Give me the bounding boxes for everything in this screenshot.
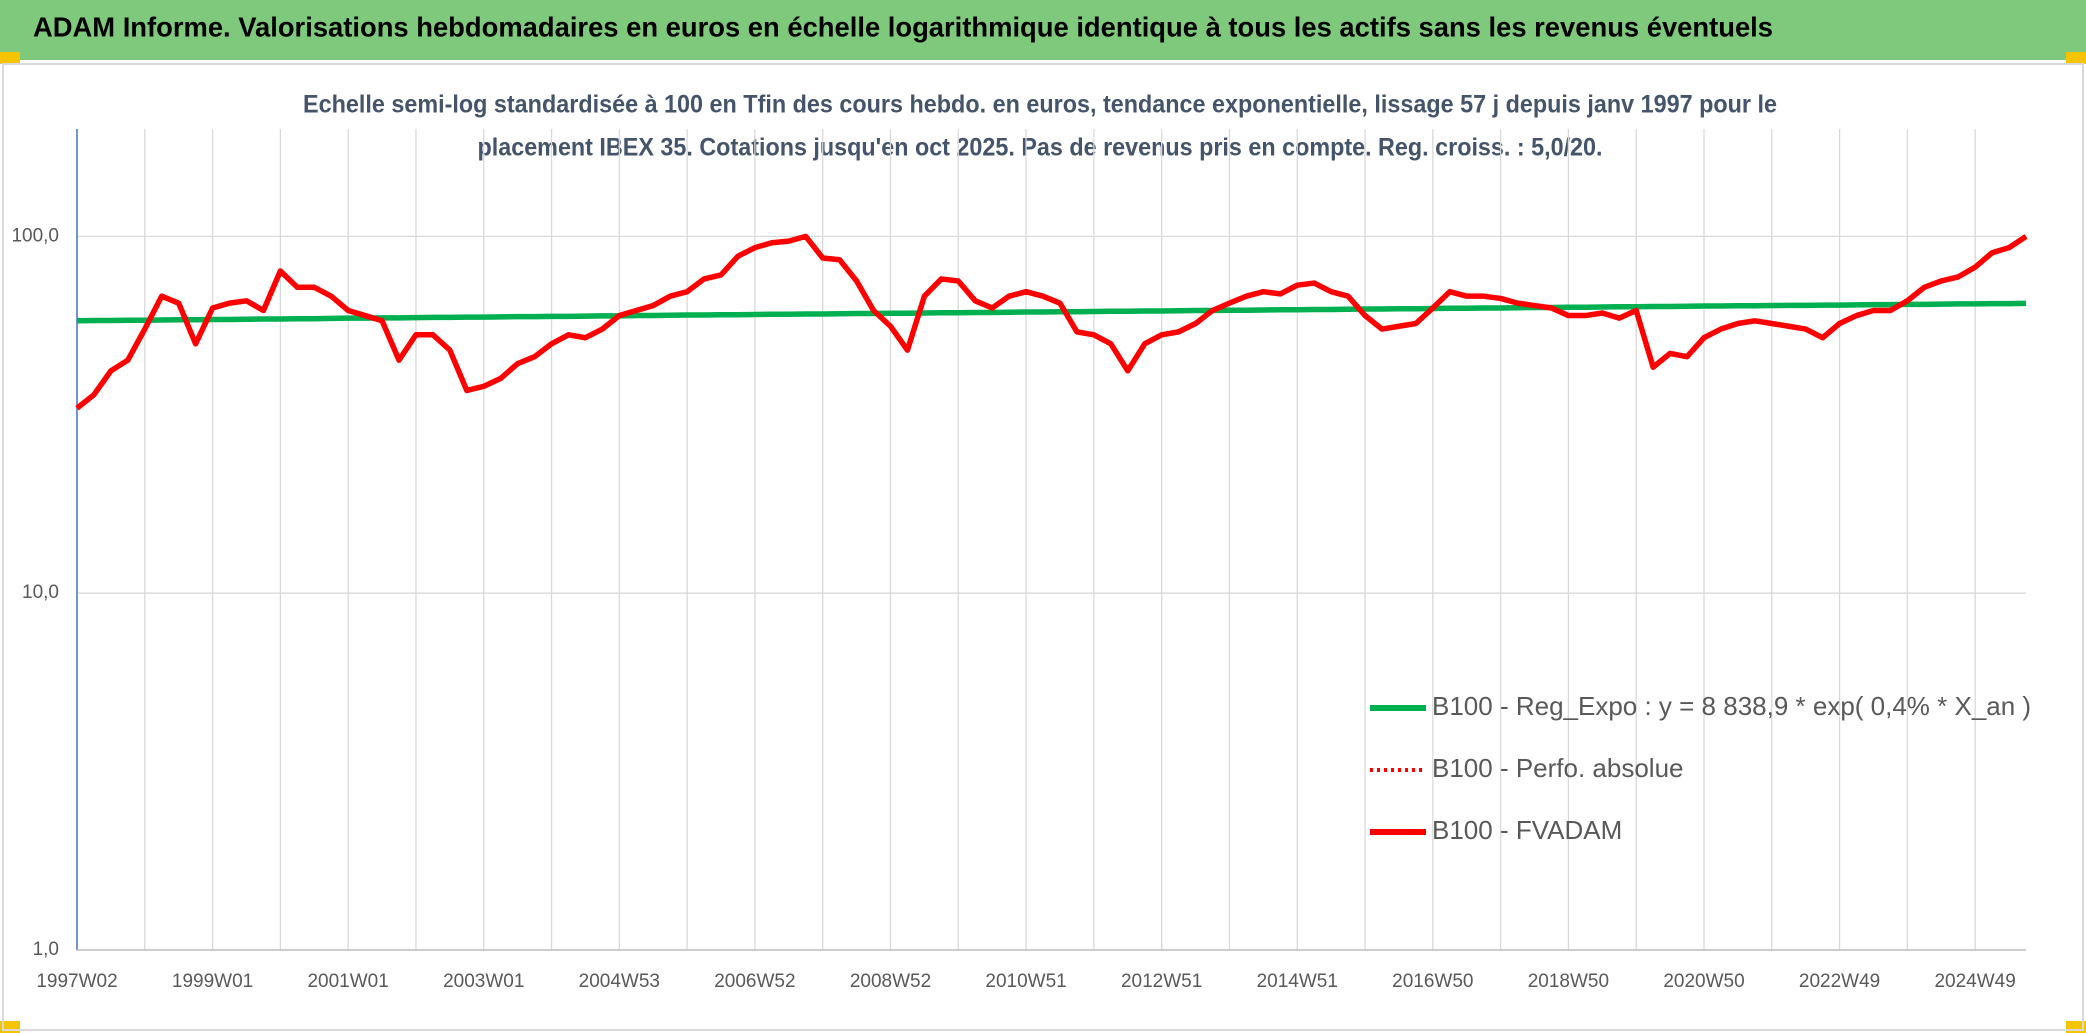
chart-subtitle: placement IBEX 35. Cotations jusqu'en oc…: [478, 134, 1603, 162]
x-tick-label: 1999W01: [172, 971, 253, 992]
legend-label: B100 - Perfo. absolue: [1432, 753, 1684, 783]
y-tick-label: 100,0: [11, 225, 59, 246]
y-tick-label: 10,0: [22, 582, 59, 603]
chart-subtitle: Echelle semi-log standardisée à 100 en T…: [303, 91, 1777, 119]
x-tick-label: 2012W51: [1121, 971, 1202, 992]
y-tick-label: 1,0: [33, 939, 59, 960]
chart-title: ADAM Informe. Valorisations hebdomadaire…: [33, 11, 1773, 42]
x-tick-label: 2014W51: [1257, 971, 1338, 992]
x-tick-label: 2004W53: [579, 971, 660, 992]
x-tick-label: 2018W50: [1528, 971, 1609, 992]
x-tick-label: 2001W01: [307, 971, 388, 992]
x-tick-label: 2008W52: [850, 971, 931, 992]
corner-marker: [2066, 52, 2086, 64]
legend-label: B100 - Reg_Expo : y = 8 838,9 * exp( 0,4…: [1432, 691, 2031, 721]
x-tick-label: 2016W50: [1392, 971, 1473, 992]
legend-label: B100 - FVADAM: [1432, 815, 1622, 845]
title-bar: [0, 0, 2086, 60]
x-tick-label: 2024W49: [1934, 971, 2015, 992]
series-line: [75, 233, 2028, 411]
series-line: [76, 300, 2027, 324]
x-tick-label: 1997W02: [36, 971, 117, 992]
x-tick-label: 2022W49: [1799, 971, 1880, 992]
x-tick-label: 2020W50: [1663, 971, 1744, 992]
x-tick-label: 2010W51: [985, 971, 1066, 992]
x-tick-label: 2003W01: [443, 971, 524, 992]
x-tick-label: 2006W52: [714, 971, 795, 992]
chart-frame: [2, 63, 2084, 1031]
corner-marker: [0, 52, 20, 64]
